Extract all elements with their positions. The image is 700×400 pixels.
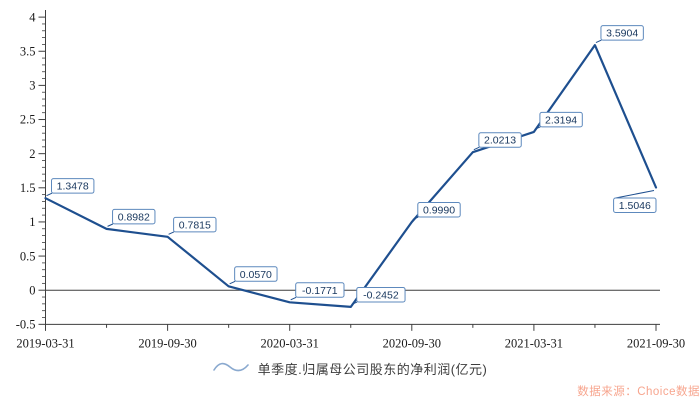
y-tick-label: 4 bbox=[29, 10, 36, 24]
series-line bbox=[44, 43, 658, 308]
data-label: -0.1771 bbox=[290, 282, 345, 301]
data-label: 1.5046 bbox=[613, 189, 657, 213]
y-tick-label: 0.5 bbox=[20, 249, 36, 263]
y-axis-ticks: 4 3.5 3 2.5 2 1.5 1 0.5 0 -0.5 bbox=[16, 10, 46, 332]
svg-text:2.0213: 2.0213 bbox=[484, 135, 516, 147]
line-series-icon bbox=[212, 362, 249, 372]
y-tick-label: 2 bbox=[29, 147, 35, 161]
data-label: 0.7815 bbox=[168, 216, 217, 235]
y-tick-label: -0.5 bbox=[16, 318, 36, 332]
svg-text:0.9990: 0.9990 bbox=[423, 204, 455, 216]
chart-legend: 单季度.归属母公司股东的净利润(亿元) bbox=[0, 357, 700, 379]
y-tick-label: 3 bbox=[29, 79, 35, 93]
data-label: 1.3478 bbox=[46, 178, 95, 197]
data-label: 0.8982 bbox=[107, 208, 156, 227]
data-label: 2.0213 bbox=[473, 132, 522, 151]
svg-text:0.7815: 0.7815 bbox=[179, 219, 211, 231]
data-label: 2.3194 bbox=[534, 111, 583, 130]
x-tick-label: 2019-03-31 bbox=[16, 336, 74, 350]
x-tick-label: 2021-03-31 bbox=[505, 336, 563, 350]
x-tick-label: 2021-09-30 bbox=[627, 336, 685, 350]
data-label: 3.5904 bbox=[595, 25, 644, 44]
y-tick-label: 1.5 bbox=[20, 181, 36, 195]
y-tick-label: 0 bbox=[29, 283, 35, 297]
svg-text:3.5904: 3.5904 bbox=[606, 28, 638, 40]
point-labels: 1.3478 0.8982 0.7815 0.0570 -0.1771 -0.2452 0.… bbox=[46, 25, 657, 305]
svg-text:-0.2452: -0.2452 bbox=[363, 289, 399, 301]
data-label: -0.2452 bbox=[351, 286, 406, 305]
y-tick-label: 1 bbox=[29, 215, 35, 229]
x-axis-ticks: 2019-03-31 2019-09-30 2020-03-31 2020-09-30… bbox=[16, 324, 685, 350]
svg-text:-0.1771: -0.1771 bbox=[302, 285, 338, 297]
svg-text:2.3194: 2.3194 bbox=[545, 114, 577, 126]
svg-text:1.5046: 1.5046 bbox=[619, 200, 651, 212]
svg-text:0.0570: 0.0570 bbox=[240, 269, 272, 281]
y-tick-label: 2.5 bbox=[20, 113, 36, 127]
legend-label: 单季度.归属母公司股东的净利润(亿元) bbox=[257, 361, 488, 377]
x-tick-label: 2019-09-30 bbox=[138, 336, 196, 350]
axes bbox=[45, 10, 660, 325]
y-tick-label: 3.5 bbox=[20, 44, 36, 58]
x-tick-label: 2020-09-30 bbox=[383, 336, 441, 350]
data-label: 0.9990 bbox=[412, 201, 461, 220]
svg-text:1.3478: 1.3478 bbox=[57, 181, 89, 193]
watermark: 数据来源：Choice数据 bbox=[577, 386, 700, 398]
data-label: 0.0570 bbox=[229, 266, 278, 285]
svg-text:0.8982: 0.8982 bbox=[118, 211, 150, 223]
x-tick-label: 2020-03-31 bbox=[261, 336, 319, 350]
